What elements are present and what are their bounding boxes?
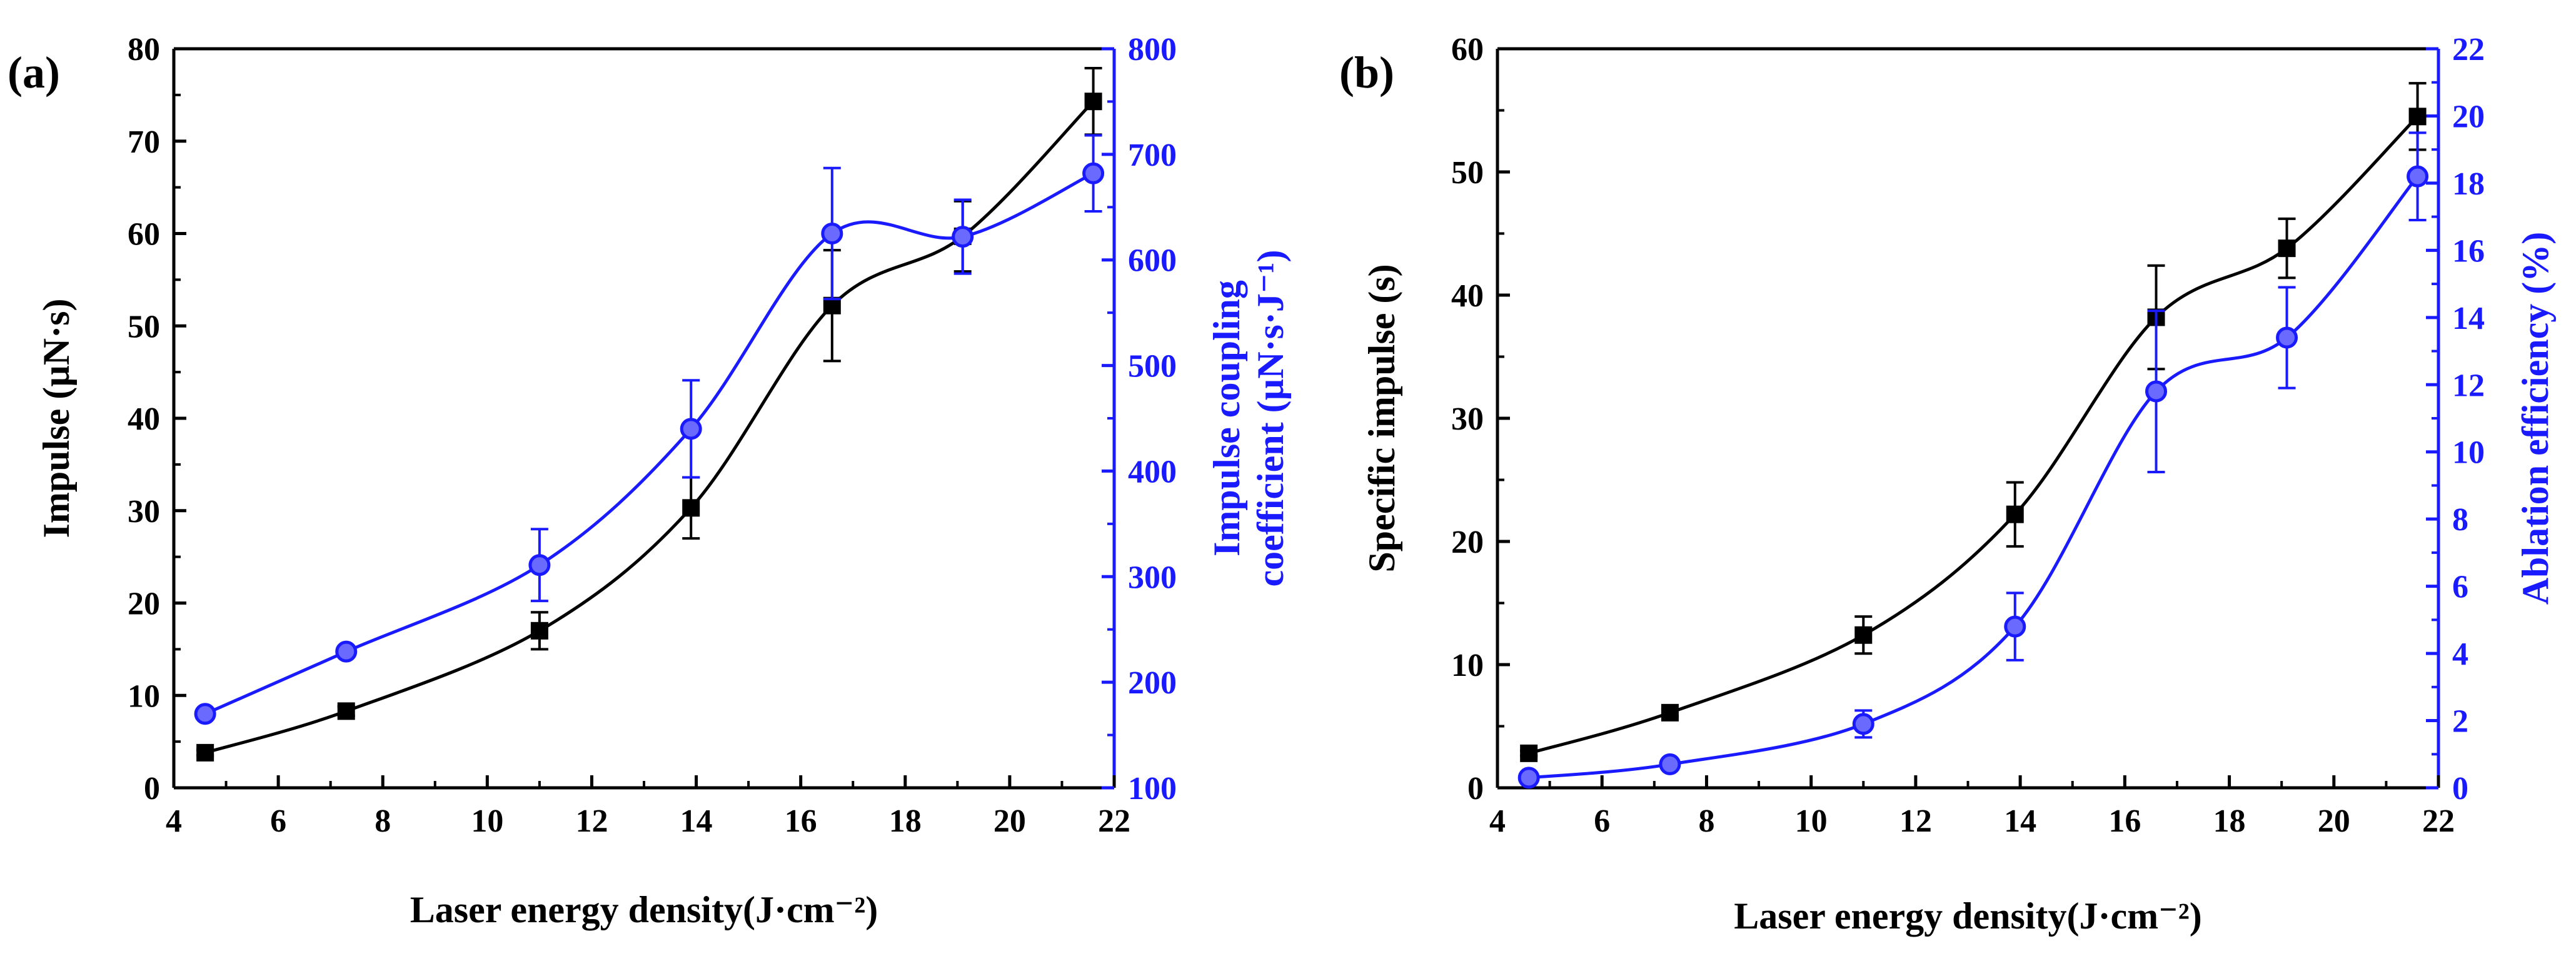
- x-tick-label: 16: [2108, 803, 2141, 839]
- x-tick-label: 18: [889, 803, 922, 839]
- y-tick-label-right: 14: [2452, 301, 2485, 336]
- impulse-coupling-coefficient-point: [528, 554, 551, 576]
- y-tick-label-right: 4: [2452, 636, 2468, 672]
- specific-impulse-point: [2006, 505, 2024, 523]
- y-tick-label-left: 40: [128, 401, 160, 437]
- y-axis-title-left: Specific impulse (s): [1361, 264, 1402, 572]
- x-tick-label: 14: [2004, 803, 2036, 839]
- y-tick-label-left: 20: [1451, 525, 1484, 560]
- x-tick-label: 20: [2318, 803, 2350, 839]
- panel-a: (a) 4 6 8 10 12 14 16 18 20 22 0 10 20 30 40 50 60 70 80 100…: [8, 32, 1291, 930]
- y-tick-label-right: 8: [2452, 502, 2468, 538]
- x-axis-title: Laser energy density(J·cm⁻²): [410, 889, 878, 930]
- x-tick-label: 10: [471, 803, 503, 839]
- panel-b: (b)4 6 8 10 12 14 16 18 20 2201020304050600246810…: [1339, 32, 2556, 937]
- x-tick-label: 4: [166, 803, 182, 839]
- y-tick-label-right: 200: [1128, 665, 1177, 701]
- y-tick-label-left: 80: [128, 32, 160, 68]
- y-tick-label-right: 2: [2452, 704, 2468, 740]
- ablation-efficiency-point: [2276, 326, 2298, 349]
- y-axis-title-right: Ablation efficiency (%): [2515, 232, 2556, 605]
- x-tick-label: 16: [785, 803, 817, 839]
- y-tick-label-left: 0: [1467, 771, 1484, 807]
- y-tick-label-left: 60: [128, 217, 160, 253]
- ablation-efficiency-point: [1517, 767, 1540, 789]
- panel-label: (a): [8, 48, 60, 98]
- impulse-point: [1084, 93, 1102, 111]
- impulse-coupling-coefficient-point: [680, 418, 702, 440]
- y-tick-label-right: 100: [1128, 771, 1177, 807]
- specific-impulse-point: [1520, 744, 1538, 762]
- impulse-point: [682, 499, 700, 517]
- y-tick-label-left: 60: [1451, 32, 1484, 68]
- x-tick-label: 12: [1899, 803, 1932, 839]
- y-tick-label-right: 600: [1128, 243, 1177, 279]
- x-tick-label: 8: [1698, 803, 1714, 839]
- x-tick-label: 4: [1489, 803, 1506, 839]
- impulse-coupling-coefficient-point: [821, 223, 843, 244]
- y-tick-label-right: 0: [2452, 771, 2468, 807]
- y-tick-label-left: 10: [128, 678, 160, 714]
- specific-impulse-point: [1854, 626, 1873, 644]
- y-tick-label-left: 20: [128, 586, 160, 622]
- x-tick-label: 10: [1795, 803, 1828, 839]
- y-tick-label-left: 40: [1451, 278, 1484, 314]
- y-axis-title-left: Impulse (µN·s): [36, 299, 77, 538]
- y-tick-label-right: 16: [2452, 233, 2485, 269]
- y-tick-label-right: 20: [2452, 99, 2485, 134]
- x-tick-label: 20: [994, 803, 1026, 839]
- x-tick-label: 18: [2213, 803, 2246, 839]
- y-tick-label-left: 0: [144, 771, 160, 807]
- ablation-efficiency-point: [2407, 165, 2429, 188]
- y-tick-label-left: 10: [1451, 648, 1484, 683]
- panel-label: (b): [1339, 48, 1394, 98]
- x-axis-title: Laser energy density(J·cm⁻²): [1734, 895, 2201, 937]
- y-tick-label-left: 50: [1451, 155, 1484, 191]
- specific-impulse-point: [2408, 108, 2427, 126]
- y-tick-label-left: 30: [1451, 401, 1484, 437]
- x-tick-label: 6: [270, 803, 286, 839]
- specific-impulse-point: [1661, 703, 1679, 722]
- impulse-point: [530, 621, 548, 640]
- y-tick-label-right: 500: [1128, 349, 1177, 385]
- y-tick-label-right: 10: [2452, 435, 2485, 471]
- x-tick-label: 22: [1098, 803, 1130, 839]
- x-tick-label: 14: [680, 803, 713, 839]
- impulse-coupling-coefficient-point: [952, 226, 974, 248]
- y-tick-label-right: 22: [2452, 32, 2485, 68]
- ablation-efficiency-point: [2145, 380, 2167, 403]
- impulse-point: [337, 702, 355, 720]
- impulse-coupling-coefficient-point: [194, 703, 216, 725]
- x-tick-label: 22: [2422, 803, 2455, 839]
- x-tick-label: 8: [375, 803, 391, 839]
- impulse-coupling-coefficient-point: [335, 640, 358, 663]
- ablation-efficiency-point: [2004, 615, 2026, 638]
- y-tick-label-right: 400: [1128, 454, 1177, 490]
- ablation-efficiency-point: [1852, 713, 1874, 735]
- y-tick-label-right: 700: [1128, 138, 1177, 173]
- specific-impulse-point: [2278, 239, 2296, 258]
- y-tick-label-right: 800: [1128, 32, 1177, 68]
- x-tick-label: 12: [575, 803, 608, 839]
- impulse-point: [196, 743, 214, 762]
- impulse-coupling-coefficient-point: [1082, 162, 1105, 184]
- x-tick-label: 6: [1594, 803, 1610, 839]
- y-tick-label-left: 70: [128, 124, 160, 160]
- y-axis-title-right: Impulse coupling: [1206, 280, 1247, 556]
- y-tick-label-right: 6: [2452, 570, 2468, 605]
- y-tick-label-right: 300: [1128, 560, 1177, 595]
- y-tick-label-left: 30: [128, 494, 160, 530]
- y-tick-label-right: 12: [2452, 368, 2485, 403]
- y-axis-title-right-line2: coefficient (µN·s·J⁻¹): [1250, 249, 1291, 586]
- y-tick-label-right: 18: [2452, 166, 2485, 202]
- y-tick-label-left: 50: [128, 309, 160, 345]
- ablation-efficiency-point: [1659, 753, 1681, 775]
